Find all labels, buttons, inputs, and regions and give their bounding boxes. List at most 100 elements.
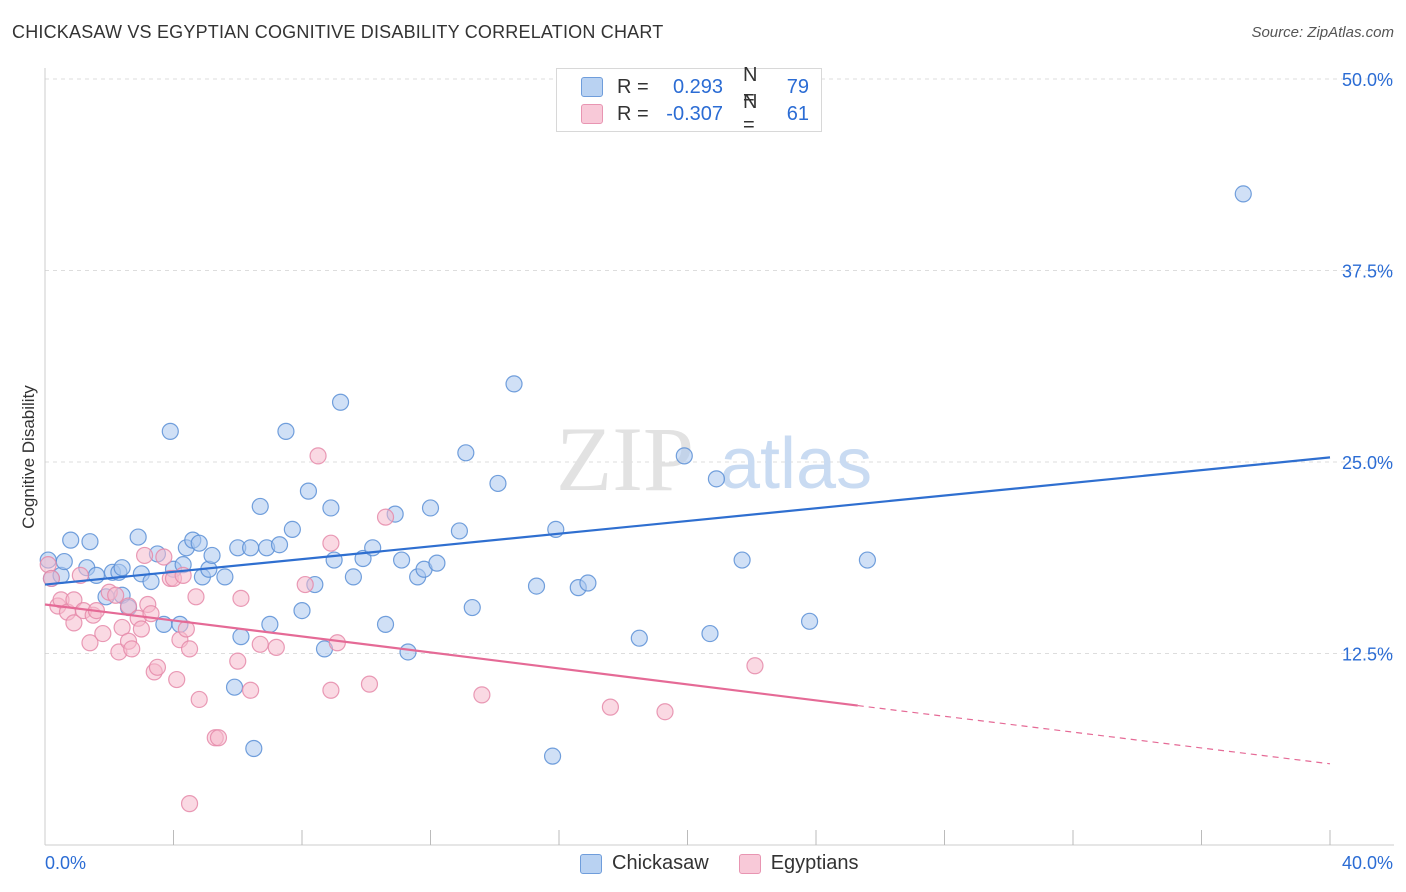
egyptian-point — [232, 589, 250, 607]
chickasaw-point — [161, 422, 179, 440]
legend-n-value: 61 — [786, 102, 809, 125]
series-legend: Chickasaw Egyptians — [580, 852, 889, 875]
axes — [44, 68, 1394, 846]
watermark-atlas: atlas — [720, 424, 872, 504]
chickasaw-point — [858, 551, 877, 569]
egyptian-point — [107, 586, 125, 604]
chickasaw-point — [428, 554, 446, 572]
egyptian-point — [656, 703, 674, 721]
egyptian-point — [322, 681, 340, 699]
legend-r-label: R = — [617, 75, 649, 98]
watermark-zip: ZIP — [556, 408, 694, 510]
chickasaw-point — [450, 522, 469, 540]
chickasaw-point — [733, 551, 751, 569]
chickasaw-point — [701, 624, 719, 643]
y-tick-label: 12.5% — [1342, 645, 1393, 665]
chickasaw-point — [81, 533, 99, 551]
chickasaw-point — [225, 678, 244, 696]
chart-title: CHICKASAW VS EGYPTIAN COGNITIVE DISABILI… — [12, 22, 664, 42]
y-tick-label: 25.0% — [1342, 453, 1393, 473]
legend-r-value: 0.293 — [672, 75, 723, 98]
chickasaw-point — [399, 643, 417, 661]
chickasaw-point — [293, 602, 311, 620]
legend-swatch-blue — [581, 77, 603, 97]
egyptian-point — [601, 698, 620, 716]
egyptian-point — [209, 729, 228, 747]
egyptian-point — [242, 681, 260, 699]
chickasaw-point — [190, 534, 208, 552]
egyptian-point — [229, 652, 247, 670]
egyptian-point — [132, 620, 150, 638]
chickasaw-point — [232, 628, 250, 646]
chickasaw-point — [203, 546, 221, 565]
egyptian-point — [322, 534, 340, 552]
x-tick-label: 40.0% — [1342, 853, 1393, 873]
legend-row-chickasaw: R = 0.293 N = 79 — [581, 64, 809, 109]
legend-swatch-pink — [738, 853, 761, 874]
x-tick-label: 0.0% — [45, 853, 86, 873]
chickasaw-point — [463, 598, 481, 617]
chickasaw-point — [129, 528, 147, 546]
chickasaw-point — [62, 531, 80, 549]
chickasaw-point — [489, 474, 507, 493]
egyptian-point — [123, 640, 141, 658]
legend-n-label: N = — [743, 91, 758, 136]
chickasaw-trend-line — [44, 456, 1331, 586]
egyptian-point — [251, 635, 269, 653]
correlation-legend: R = 0.293 N = 79 R = -0.307 N = 61 — [556, 64, 822, 136]
chickasaw-point — [283, 520, 301, 539]
egyptian-point — [473, 686, 491, 704]
chickasaw-point — [331, 393, 350, 411]
chickasaw-point — [630, 629, 648, 647]
gridlines — [45, 78, 1394, 654]
data-points — [39, 185, 1252, 813]
chickasaw-point — [675, 447, 693, 465]
egyptian-point — [746, 657, 764, 675]
legend-n-label: N = — [743, 64, 758, 109]
egyptian-point — [360, 675, 379, 693]
chickasaw-point — [113, 559, 131, 577]
egyptian-point — [376, 508, 395, 526]
egyptian-point — [187, 588, 205, 606]
source-label: Source: ZipAtlas.com — [1251, 24, 1394, 41]
chickasaw-point — [457, 444, 475, 462]
legend-swatch-blue — [580, 853, 602, 874]
chickasaw-point — [376, 615, 395, 633]
chickasaw-point — [322, 499, 340, 517]
egyptian-point — [168, 670, 186, 689]
y-tick-label: 50.0% — [1342, 70, 1393, 90]
chickasaw-point — [216, 568, 234, 586]
chickasaw-point — [277, 422, 295, 440]
egyptian-point — [190, 690, 208, 709]
egyptian-trend-line — [44, 603, 858, 707]
egyptian-point — [113, 618, 131, 637]
y-axis-label: Cognitive Disability — [19, 385, 38, 529]
y-tick-label: 37.5% — [1342, 262, 1393, 282]
egyptian-point — [148, 658, 167, 676]
chickasaw-point — [421, 499, 440, 517]
trend-lines — [44, 456, 1331, 765]
egyptian-trend-extension — [857, 704, 1331, 765]
egyptian-point — [180, 640, 199, 658]
chickasaw-point — [245, 739, 263, 758]
legend-row-egyptians: R = -0.307 N = 61 — [581, 91, 809, 136]
chickasaw-point — [527, 577, 546, 595]
chickasaw-point — [392, 551, 411, 569]
chickasaw-point — [299, 482, 318, 500]
chickasaw-point — [707, 470, 726, 488]
chickasaw-point — [55, 552, 73, 571]
egyptian-point — [81, 634, 99, 652]
chickasaw-point — [579, 574, 597, 592]
legend-r-label: R = — [617, 102, 649, 125]
chickasaw-point — [344, 568, 362, 586]
chickasaw-point — [1234, 185, 1252, 203]
legend-r-value: -0.307 — [666, 102, 723, 125]
chickasaw-point — [800, 612, 819, 630]
egyptian-point — [65, 614, 83, 632]
chickasaw-point — [270, 536, 289, 554]
chickasaw-point — [261, 615, 279, 633]
legend-label-egyptians: Egyptians — [770, 852, 859, 874]
tick-labels: 12.5% 25.0% 37.5% 50.0% 0.0% 40.0% — [45, 70, 1393, 873]
chickasaw-point — [251, 497, 269, 516]
egyptian-point — [71, 566, 89, 584]
